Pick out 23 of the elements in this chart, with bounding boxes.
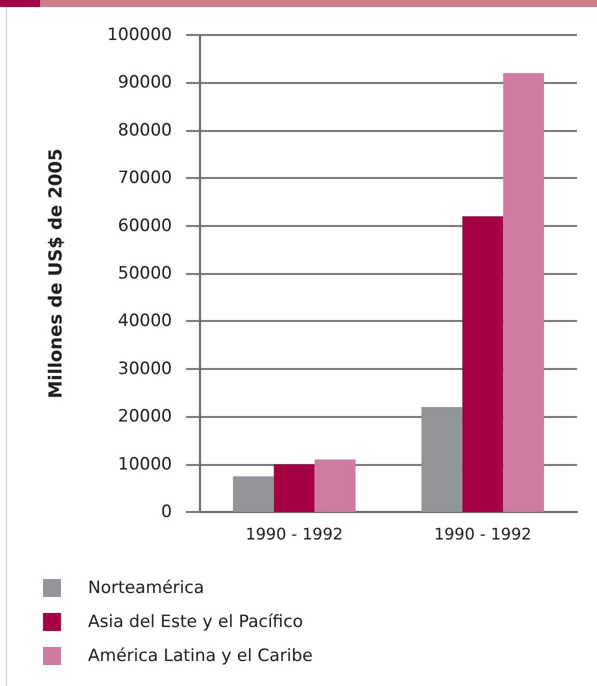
y-tick-label: 20000: [118, 406, 172, 427]
y-tick-label: 10000: [118, 454, 172, 474]
y-tick-label: 100000: [107, 25, 172, 45]
y-tick-label: 90000: [118, 72, 172, 93]
legend-label: América Latina y el Caribe: [88, 646, 313, 666]
bar: [421, 407, 462, 512]
bar: [503, 73, 544, 512]
x-tick-label: 1990 - 1992: [246, 524, 343, 544]
y-tick-label: 60000: [118, 216, 172, 236]
bar: [232, 476, 274, 512]
y-tick-label: 0: [161, 502, 172, 522]
bar: [462, 216, 504, 512]
y-tick-label: 80000: [118, 120, 172, 140]
x-tick-label: 1990 - 1992: [434, 524, 532, 544]
y-tick-label: 30000: [118, 358, 172, 379]
y-tick-label: 70000: [118, 168, 172, 188]
legend-label: Asia del Este y el Pacífico: [88, 612, 304, 632]
y-tick-label: 50000: [118, 264, 172, 284]
bar: [314, 460, 356, 512]
y-axis-title: Millones de US$ de 2005: [46, 148, 66, 398]
y-tick-label: 40000: [118, 311, 172, 332]
bar: [274, 464, 315, 512]
legend-label: Norteamérica: [88, 578, 204, 598]
